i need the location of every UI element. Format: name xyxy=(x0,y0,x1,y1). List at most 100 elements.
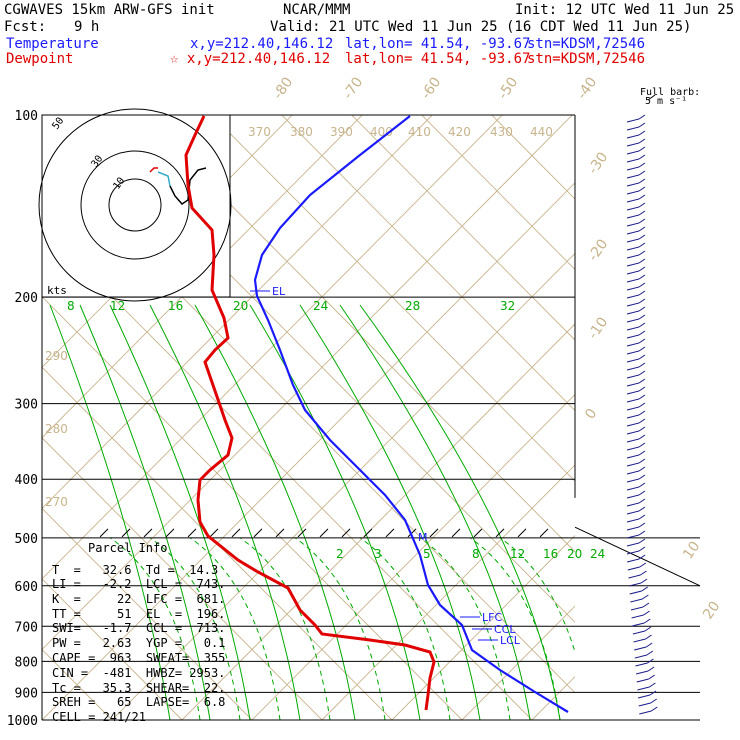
mixing-ratio-line xyxy=(194,304,356,720)
wind-barb xyxy=(626,398,640,403)
mixing-ratio-label: 5 xyxy=(423,547,431,561)
dewpoint-station: stn=KDSM,72546 xyxy=(527,51,646,67)
wind-barb xyxy=(630,598,643,603)
wind-barb xyxy=(626,134,640,139)
isotherm-label: -70 xyxy=(340,74,366,102)
theta-label: 430 xyxy=(490,125,513,139)
dewpoint-location: ☆ x,y=212.40,146.12 xyxy=(170,51,331,67)
wind-barb-flag xyxy=(638,410,646,416)
wind-barb xyxy=(626,518,640,523)
freezing-hatch xyxy=(341,528,351,538)
freezing-hatch xyxy=(363,528,373,538)
wind-barb-flag xyxy=(638,138,646,144)
parcel-row: T = 32.6 Td = 14.3 xyxy=(52,563,219,577)
wind-barb xyxy=(626,526,640,531)
wind-barb xyxy=(626,510,640,515)
theta-label: 440 xyxy=(530,125,553,139)
wind-barb xyxy=(626,494,640,499)
wind-barb xyxy=(626,286,640,291)
wind-barb-flag xyxy=(650,698,657,704)
isotherm-label: -30 xyxy=(585,149,611,177)
moist-adiabat-line xyxy=(359,537,451,720)
wind-barb xyxy=(626,190,640,195)
wind-barb-flag xyxy=(638,218,646,224)
wind-barb xyxy=(626,342,640,347)
wind-barb-flag xyxy=(638,450,646,456)
wind-barb-flag xyxy=(638,506,646,512)
wind-barb-flag xyxy=(638,466,646,472)
wind-barb xyxy=(626,334,640,339)
moist-adiabat-line xyxy=(499,537,575,654)
wind-barb xyxy=(627,566,640,571)
parcel-info-title: Parcel Info xyxy=(88,541,168,555)
valid-time: Valid: 21 UTC Wed 11 Jun 25 (16 CDT Wed … xyxy=(270,19,692,35)
wind-barb-flag xyxy=(647,666,655,672)
isotherm-line xyxy=(111,252,575,720)
hodograph-box xyxy=(41,114,231,298)
wind-barb-flag xyxy=(645,642,653,648)
isotherm-line xyxy=(461,605,575,720)
wind-barb-flag xyxy=(638,274,646,280)
wind-barb xyxy=(626,310,640,315)
wind-barb xyxy=(630,606,644,611)
level-label: LCL xyxy=(500,634,521,647)
wind-barb xyxy=(639,710,652,715)
right-slant-edge xyxy=(574,526,701,587)
hodograph-ring xyxy=(38,108,232,302)
wind-barb-flag xyxy=(638,434,646,440)
pressure-tick-label: 300 xyxy=(15,398,38,413)
dewpoint-latlon: lat,lon= 41.54, -93.67 xyxy=(345,51,531,67)
pressure-tick-label: 900 xyxy=(15,686,38,701)
mixing-ratio-label: 8 xyxy=(67,299,75,313)
wind-barb-flag xyxy=(638,554,646,560)
wind-barb-flag xyxy=(638,482,646,488)
pressure-tick-label: 600 xyxy=(15,580,38,595)
parcel-row: TT = 51 EL = 196. xyxy=(52,607,226,621)
mixing-ratio-label: 16 xyxy=(168,299,183,313)
wind-barb xyxy=(632,622,645,627)
dry-adiabat-line xyxy=(421,115,575,271)
wind-barb-flag xyxy=(651,706,658,712)
parcel-row: LI = -2.2 LCL = 743. xyxy=(52,577,226,591)
mixing-ratio-label: 2 xyxy=(336,547,344,561)
freezing-hatch xyxy=(297,528,307,538)
dry-adiabat-line xyxy=(42,366,393,720)
wind-barb xyxy=(638,702,651,707)
wind-barb-flag xyxy=(644,626,652,632)
wind-barb-flag xyxy=(642,594,649,600)
wind-barb-flag xyxy=(638,538,646,544)
wind-barb xyxy=(626,294,640,299)
moist-adiabat-line xyxy=(109,537,201,720)
isotherm-line xyxy=(42,115,503,580)
freezing-hatch xyxy=(451,528,461,538)
wind-barb-flag xyxy=(644,618,651,624)
isotherm-label: -20 xyxy=(585,236,611,264)
wind-barb xyxy=(626,470,640,475)
pressure-tick-label: 400 xyxy=(15,473,38,488)
wind-barb xyxy=(631,614,644,619)
wind-barb-flag xyxy=(638,130,646,136)
wind-barb-flag xyxy=(646,650,654,656)
mixing-ratio-line xyxy=(359,304,561,720)
freezing-hatch xyxy=(165,528,175,538)
wind-barb-flag xyxy=(638,242,646,248)
theta-label: 380 xyxy=(290,125,313,139)
wind-barb xyxy=(626,446,640,451)
wind-barb-flag xyxy=(638,146,646,152)
freezing-hatch xyxy=(253,528,263,538)
wind-barb xyxy=(626,166,640,171)
mixing-ratio-line xyxy=(109,304,251,720)
theta-label: 370 xyxy=(248,125,271,139)
isotherm-label: 20 xyxy=(700,599,723,623)
wind-barb-flag xyxy=(647,658,654,664)
freezing-hatch xyxy=(495,528,505,538)
wind-barb-flag xyxy=(645,634,652,640)
parcel-row: PW = 2.63 YGP = 0.1 xyxy=(52,636,226,650)
wind-barb xyxy=(626,366,640,371)
wind-barb xyxy=(626,198,640,203)
mixing-ratio-line xyxy=(79,304,211,720)
wind-barb-flag xyxy=(638,474,646,480)
wind-barb xyxy=(626,262,640,267)
sample-barb xyxy=(647,94,656,101)
theta-label: 290 xyxy=(45,349,68,363)
